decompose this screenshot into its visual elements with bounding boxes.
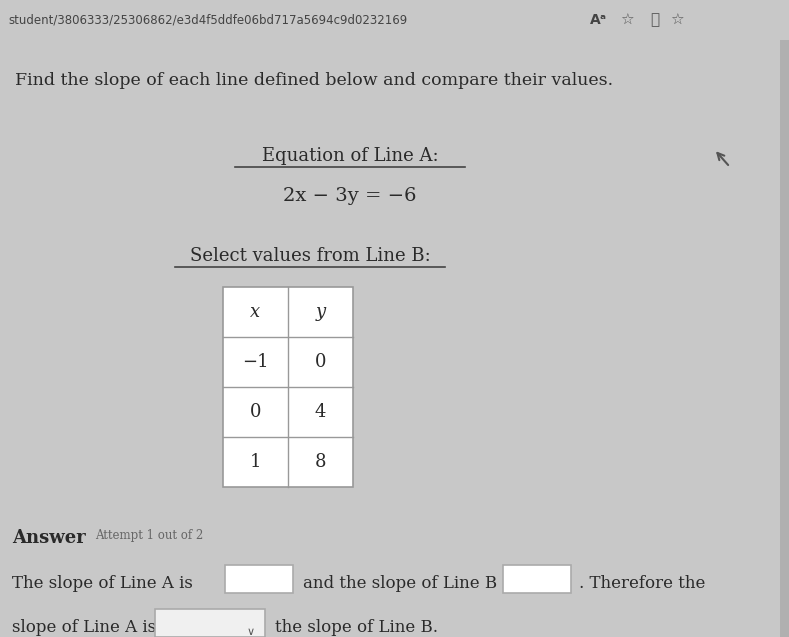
Text: ☆: ☆	[670, 13, 683, 27]
Text: 8: 8	[315, 453, 326, 471]
Text: Aᵃ: Aᵃ	[590, 13, 607, 27]
Bar	[503, 565, 571, 593]
Text: student/3806333/25306862/e3d4f5ddfe06bd717a5694c9d0232169: student/3806333/25306862/e3d4f5ddfe06bd7…	[8, 13, 407, 27]
Text: ∨: ∨	[247, 627, 255, 637]
Bar	[225, 565, 293, 593]
Text: and the slope of Line B is: and the slope of Line B is	[303, 575, 516, 592]
Bar	[223, 287, 353, 487]
Text: −1: −1	[242, 353, 269, 371]
Text: Find the slope of each line defined below and compare their values.: Find the slope of each line defined belo…	[15, 72, 613, 89]
Text: Select values from Line B:: Select values from Line B:	[189, 247, 430, 265]
Text: the slope of Line B.: the slope of Line B.	[275, 619, 438, 636]
Bar	[223, 287, 353, 337]
Text: 0: 0	[250, 403, 261, 421]
Text: The slope of Line A is: The slope of Line A is	[12, 575, 193, 592]
Text: 2x − 3y = −6: 2x − 3y = −6	[283, 187, 417, 205]
Bar	[155, 609, 265, 637]
Text: y: y	[316, 303, 326, 321]
Text: ⎕: ⎕	[650, 13, 659, 27]
Text: Equation of Line A:: Equation of Line A:	[262, 147, 439, 165]
Text: ☆: ☆	[620, 13, 634, 27]
Text: slope of Line A is: slope of Line A is	[12, 619, 156, 636]
Bar	[780, 40, 789, 637]
Text: 1: 1	[250, 453, 261, 471]
Text: 0: 0	[315, 353, 326, 371]
Text: Attempt 1 out of 2: Attempt 1 out of 2	[95, 529, 204, 542]
Text: x: x	[250, 303, 260, 321]
Text: 4: 4	[315, 403, 326, 421]
Text: Answer: Answer	[12, 529, 86, 547]
Text: . Therefore the: . Therefore the	[579, 575, 705, 592]
